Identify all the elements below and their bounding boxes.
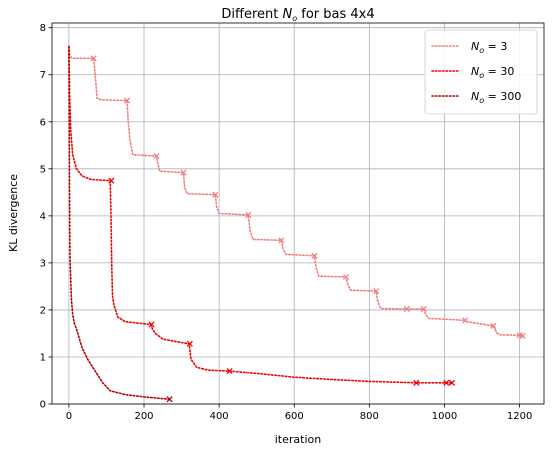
y-tick-label: 8	[40, 23, 46, 34]
x-tick-label: 1000	[432, 411, 457, 422]
x-tick-label: 400	[210, 411, 229, 422]
title-prefix: Different	[221, 7, 282, 22]
title-variable: N	[282, 7, 292, 22]
legend: No = 3 No = 30 No = 300	[425, 30, 537, 114]
y-tick-label: 7	[40, 70, 46, 81]
x-tick-label: 1200	[507, 411, 532, 422]
x-tick-label: 0	[66, 411, 72, 422]
legend-label: No = 30	[471, 65, 514, 80]
legend-label: No = 300	[471, 90, 521, 105]
y-tick-label: 1	[40, 352, 46, 363]
x-tick-label: 200	[134, 411, 153, 422]
title-suffix: for bas 4x4	[297, 7, 375, 22]
y-tick-label: 0	[40, 400, 46, 411]
y-tick-label: 2	[40, 305, 46, 316]
y-tick-label: 5	[40, 164, 46, 175]
chart-title: Different No for bas 4x4	[221, 7, 374, 23]
legend-label: No = 3	[471, 40, 507, 55]
y-tick-label: 4	[40, 211, 46, 222]
y-axis-label: KL divergence	[7, 174, 20, 252]
y-tick-label: 3	[40, 258, 46, 269]
x-tick-label: 600	[285, 411, 304, 422]
x-tick-label: 800	[360, 411, 379, 422]
y-tick-label: 6	[40, 117, 46, 128]
x-axis-label: iteration	[275, 433, 321, 446]
